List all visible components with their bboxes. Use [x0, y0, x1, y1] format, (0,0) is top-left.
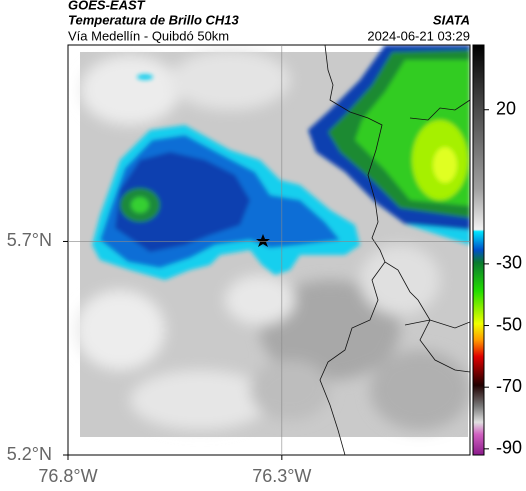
colorbar	[472, 44, 485, 456]
x-tick-label: 76.8°W	[38, 466, 97, 486]
map-frame	[67, 44, 471, 456]
colorbar-tick-label: -70	[496, 376, 522, 396]
colorbar-tick-label: 20	[496, 98, 516, 118]
colorbar-tick-label: -90	[496, 438, 522, 458]
satellite: GOES-EAST	[68, 0, 146, 12]
imagery	[75, 45, 470, 455]
timestamp: 2024-06-21 03:29	[367, 28, 470, 43]
y-tick-label: 5.2°N	[7, 444, 52, 464]
location-marker	[256, 234, 270, 247]
x-tick-label: 76.3°W	[252, 466, 311, 486]
colorbar-tick-label: -50	[496, 314, 522, 334]
product: Temperatura de Brillo CH13	[68, 12, 240, 27]
region: Vía Medellín - Quibdó 50km	[68, 28, 229, 43]
colorbar-tick-label: -30	[496, 253, 522, 273]
y-tick-label: 5.7°N	[7, 230, 52, 250]
source: SIATA	[433, 12, 470, 27]
